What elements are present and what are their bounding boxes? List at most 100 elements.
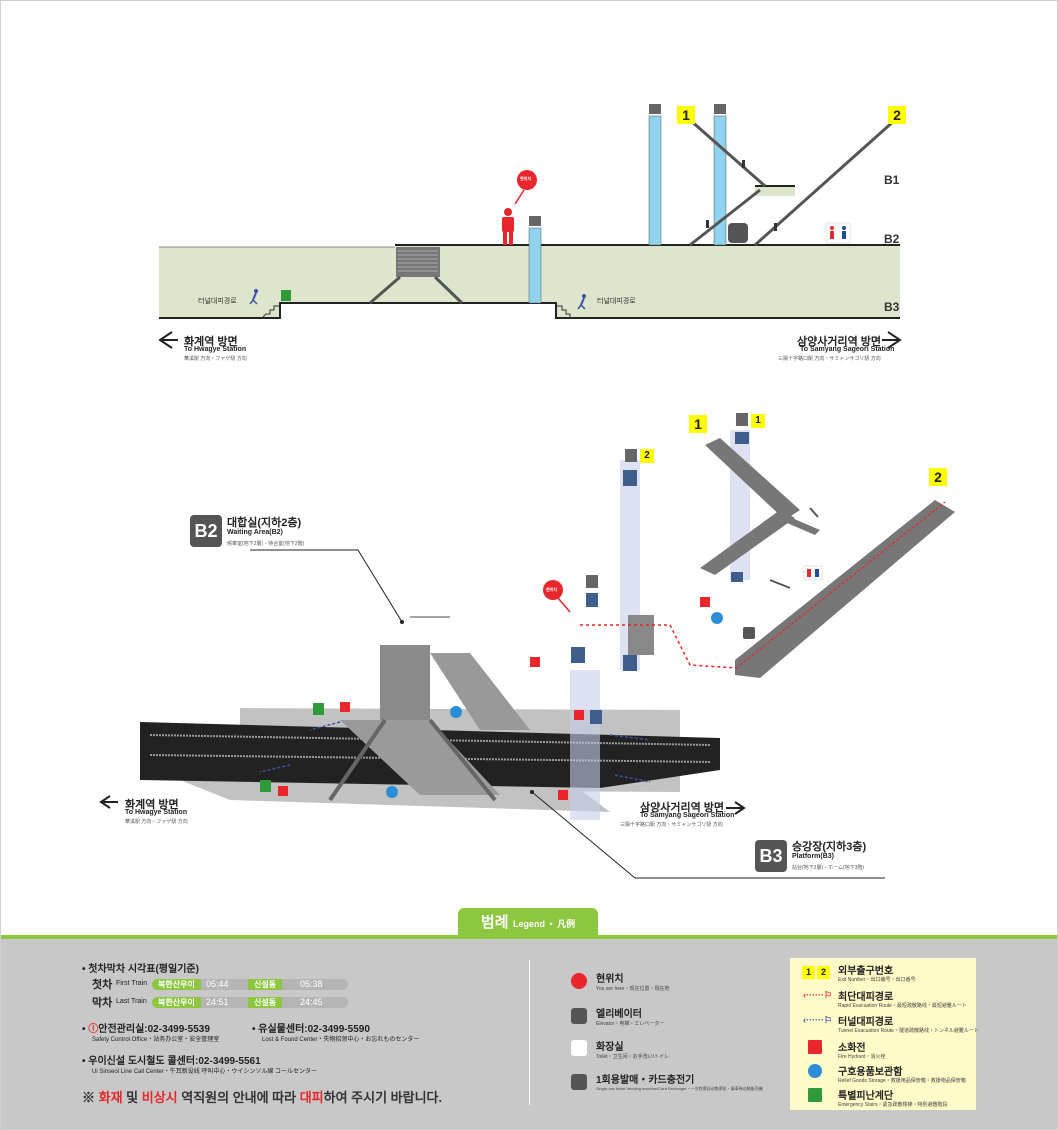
lost-found-en: Lost & Found Center・失物招领中心・お忘れものセンター [262,1037,420,1043]
level-b3-label: B3 [884,300,900,314]
elevator-car-1 [623,470,637,486]
here-badge-circle-iso [543,580,563,600]
b3-code-badge: B3 [755,840,787,872]
legend-yellow-box [790,958,976,1110]
hydrant-icon-1 [530,657,540,667]
first-train-station-1: 북한산우이 [152,979,201,990]
legend-exit-en: Exit Number・出口编号・出口番号 [838,977,916,983]
top-right-dir-ko: 삼양사거리역 방면 [797,336,882,348]
here-badge-pointer [514,189,525,205]
last-train-station-2: 신설동 [248,997,283,1008]
legend-title-en: Legend [512,919,545,929]
central-stair-top [380,645,430,720]
tunnel-route-3 [609,734,651,741]
b3-floor-line [159,302,900,319]
legend-ticket-en: Single-use ticket Vending machine/Card R… [596,1086,763,1091]
first-train-time-2: 05:38 [300,979,323,989]
top-left-dir-ko: 화계역 방면 [184,336,238,348]
b3-jp-label: 站台(地下3層)・ホーム(地下3階) [792,865,865,871]
here-badge-text: 현위치 [520,176,532,181]
stair-leg-right [433,275,464,305]
first-train-ko: 첫차 [92,979,113,991]
level-b2-label: B2 [884,232,900,246]
lost-found-ko: • 유실물센터:02-3499-5590 [252,1024,370,1035]
iso-left-dir-jp: 華溪駅 方向・ファゲ駅 方向 [125,819,188,825]
b2-ledge [769,579,791,589]
here-badge-circle [517,170,537,190]
info-icon: ⓘ [88,1024,99,1035]
staircase-block [396,247,440,277]
last-train-en: Last Train [116,998,147,1005]
exit1-stair [689,118,766,188]
tunnel-route-right-label: 터널대피경로 [597,298,636,305]
elevator-number-2: 2 [640,449,654,463]
legend-toilet-icon [571,1040,587,1056]
exit2-stair [754,118,896,247]
first-train-station-2: 신설동 [248,979,283,990]
b3-leader-line [531,791,885,879]
legend-ticket-icon [571,1074,587,1090]
elevator-icon-2 [714,104,726,114]
elevator-car-2 [623,655,637,671]
exit1-stair-lower [700,510,795,575]
elevator-car-4 [731,572,743,582]
b3-stair-left [261,305,280,319]
legend-tunnel-evac-ko: 터널대피경로 [838,1017,894,1028]
top-left-dir-en: To Hwagye Station [184,346,247,353]
legend-elevator-en: Elevator・电梯・エレベーター [596,1021,665,1027]
legend-exit-num-1: 1 [802,966,815,979]
exit-number-2: 2 [888,106,906,124]
stair-leg-a [328,718,387,802]
hydrant-icon-6 [558,790,568,800]
toilet-sign-top [825,222,851,244]
iso-here-badge-text: 현위치 [546,587,558,592]
b2-en-label: Waiting Area(B2) [227,529,283,536]
stair-leg-b [428,718,497,802]
legend-exit-ko: 외부출구번호 [838,966,894,977]
iso-right-dir-en: To Samyang Sageori Station [640,812,735,819]
isometric-diagram [99,413,955,879]
ticket-machine-box [628,615,654,655]
relief-storage-icon-3 [386,786,398,798]
legend-rapid-evac-ko: 최단대피경로 [838,992,894,1003]
legend-relief-icon [808,1064,822,1078]
legend-elevator-icon [571,1008,587,1024]
relief-box-icon [728,223,748,243]
here-person-icon [502,208,514,245]
toilet-female-icon [830,226,834,230]
emergency-stairs-icon [281,290,291,301]
hydrant-icon-5 [278,786,288,796]
elevator-car-3 [735,432,749,444]
elevator-car-5 [586,593,598,607]
tunnel-route-2 [259,764,291,773]
legend-relief-ko: 구호용품보관함 [838,1067,903,1078]
b3-stair-right [556,305,574,319]
exit1-stair-low [689,188,761,247]
person-on-stair-1 [742,160,745,168]
exit2-escalator-rail [739,501,946,666]
legend-here-icon [571,973,587,989]
hydrant-icon-3 [340,702,350,712]
stair-rail-small [809,507,819,518]
first-train-time-1: 05:44 [206,979,229,989]
cross-section-diagram [158,104,902,349]
b1-floor [755,186,795,196]
legend-toilet-ko: 화장실 [596,1042,624,1053]
b2-code-badge: B2 [190,515,222,547]
b2-ko-label: 대합실(지하2층) [227,517,302,529]
tunnel-runner-right-icon [577,294,586,310]
exit1-stair-upper [705,438,800,520]
tunnel-route-left-label: 터널대피경로 [198,298,237,305]
exit2-escalator [735,500,955,678]
elevator-icon-b3 [529,216,541,226]
elevator-car-7 [590,710,602,724]
last-train-time-1: 24:51 [206,997,229,1007]
iso-left-dir-ko: 화계역 방면 [125,799,179,811]
elevator-number-1: 1 [751,414,765,428]
iso-exit-number-2: 2 [929,468,947,486]
last-train-station-1: 북한산우이 [152,997,201,1008]
legend-title-cn: 凡例 [557,919,576,929]
staircase-lines [398,250,438,272]
tunnel-route-1 [309,721,341,731]
central-stair-lower [340,720,500,795]
